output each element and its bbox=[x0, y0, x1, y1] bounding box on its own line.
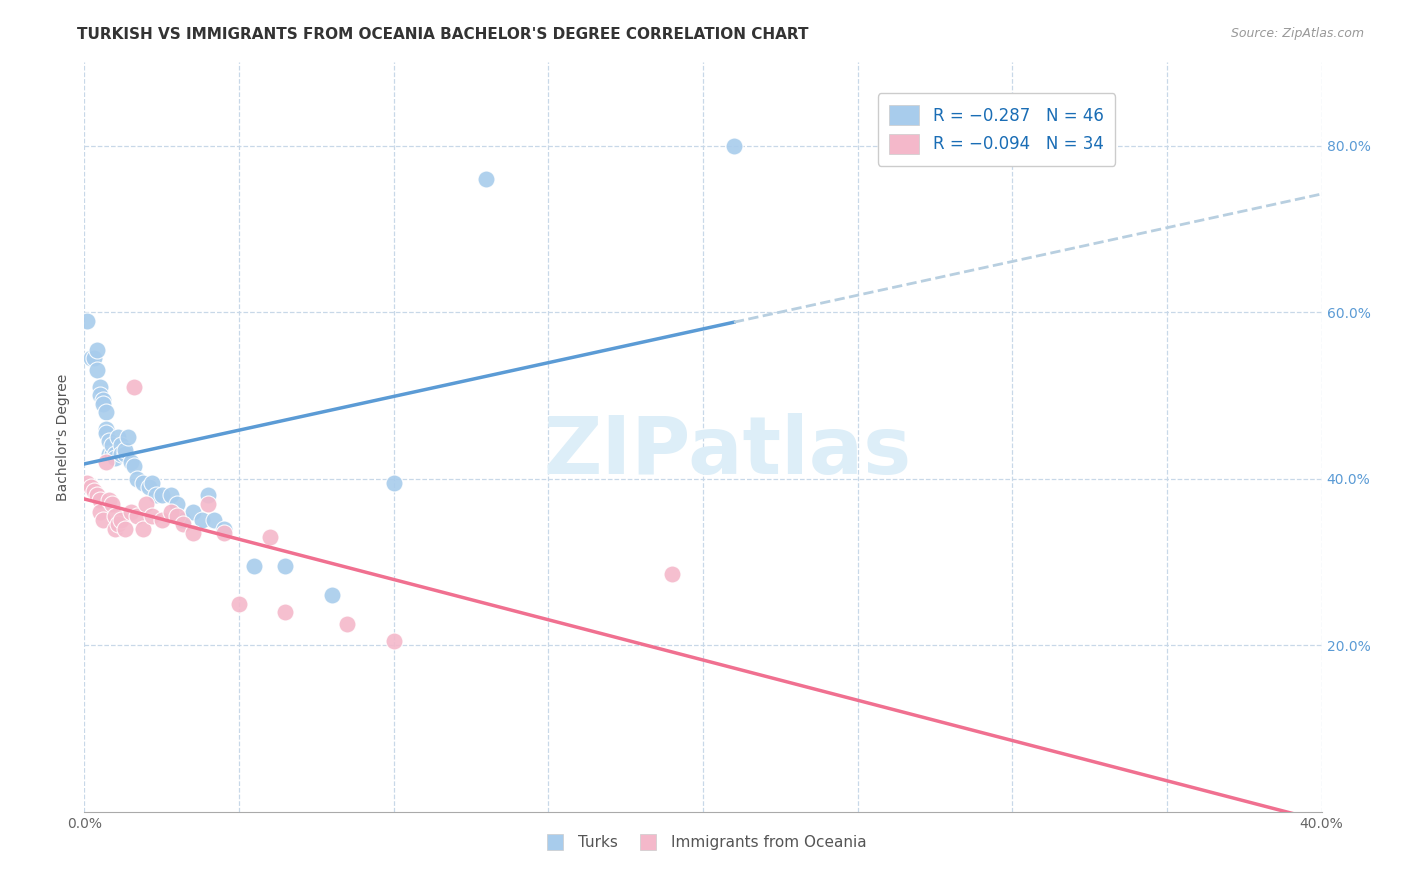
Point bbox=[83, 484, 105, 499]
Point bbox=[336, 617, 359, 632]
Point bbox=[107, 430, 129, 444]
Point bbox=[94, 422, 117, 436]
Point bbox=[98, 434, 121, 449]
Point bbox=[101, 497, 124, 511]
Point bbox=[89, 380, 111, 394]
Text: Source: ZipAtlas.com: Source: ZipAtlas.com bbox=[1230, 27, 1364, 40]
Point bbox=[101, 438, 124, 452]
Point bbox=[274, 605, 297, 619]
Point bbox=[150, 488, 173, 502]
Point bbox=[382, 634, 405, 648]
Point bbox=[172, 517, 194, 532]
Point bbox=[76, 475, 98, 490]
Point bbox=[191, 513, 214, 527]
Point bbox=[197, 497, 219, 511]
Point bbox=[107, 517, 129, 532]
Point bbox=[125, 509, 148, 524]
Point bbox=[243, 559, 266, 574]
Point bbox=[98, 492, 121, 507]
Point bbox=[114, 447, 136, 461]
Point bbox=[104, 509, 127, 524]
Point bbox=[135, 497, 157, 511]
Point bbox=[89, 505, 111, 519]
Point bbox=[202, 513, 225, 527]
Point bbox=[101, 447, 124, 461]
Point bbox=[132, 522, 155, 536]
Point bbox=[138, 480, 160, 494]
Point bbox=[132, 475, 155, 490]
Point bbox=[125, 472, 148, 486]
Point bbox=[166, 509, 188, 524]
Point bbox=[228, 597, 250, 611]
Point bbox=[76, 313, 98, 327]
Point bbox=[181, 525, 204, 540]
Point bbox=[89, 388, 111, 402]
Point bbox=[98, 447, 121, 461]
Y-axis label: Bachelor's Degree: Bachelor's Degree bbox=[56, 374, 70, 500]
Point bbox=[212, 525, 235, 540]
Point bbox=[79, 480, 101, 494]
Point bbox=[94, 425, 117, 440]
Point bbox=[104, 522, 127, 536]
Point bbox=[120, 505, 142, 519]
Point bbox=[86, 363, 108, 377]
Point bbox=[181, 505, 204, 519]
Point bbox=[86, 343, 108, 357]
Point bbox=[104, 447, 127, 461]
Point bbox=[150, 513, 173, 527]
Point bbox=[110, 438, 132, 452]
Point bbox=[475, 172, 498, 186]
Point bbox=[91, 513, 114, 527]
Point bbox=[110, 447, 132, 461]
Point bbox=[723, 138, 745, 153]
Point bbox=[145, 488, 167, 502]
Point bbox=[259, 530, 281, 544]
Point bbox=[117, 430, 139, 444]
Point bbox=[114, 522, 136, 536]
Point bbox=[83, 351, 105, 365]
Point bbox=[160, 505, 183, 519]
Point bbox=[91, 392, 114, 407]
Point bbox=[274, 559, 297, 574]
Point bbox=[94, 455, 117, 469]
Point bbox=[89, 492, 111, 507]
Point bbox=[197, 488, 219, 502]
Point bbox=[91, 397, 114, 411]
Point bbox=[110, 513, 132, 527]
Point bbox=[172, 513, 194, 527]
Point bbox=[160, 488, 183, 502]
Text: ZIPatlas: ZIPatlas bbox=[544, 413, 912, 491]
Point bbox=[94, 405, 117, 419]
Text: TURKISH VS IMMIGRANTS FROM OCEANIA BACHELOR'S DEGREE CORRELATION CHART: TURKISH VS IMMIGRANTS FROM OCEANIA BACHE… bbox=[77, 27, 808, 42]
Point bbox=[321, 588, 343, 602]
Point bbox=[122, 380, 145, 394]
Point bbox=[122, 459, 145, 474]
Point bbox=[382, 475, 405, 490]
Point bbox=[104, 450, 127, 465]
Point bbox=[661, 567, 683, 582]
Point bbox=[79, 351, 101, 365]
Legend: Turks, Immigrants from Oceania: Turks, Immigrants from Oceania bbox=[533, 830, 873, 856]
Point bbox=[141, 509, 163, 524]
Point bbox=[86, 488, 108, 502]
Point bbox=[141, 475, 163, 490]
Point bbox=[212, 522, 235, 536]
Point bbox=[166, 497, 188, 511]
Point bbox=[120, 455, 142, 469]
Point bbox=[114, 442, 136, 457]
